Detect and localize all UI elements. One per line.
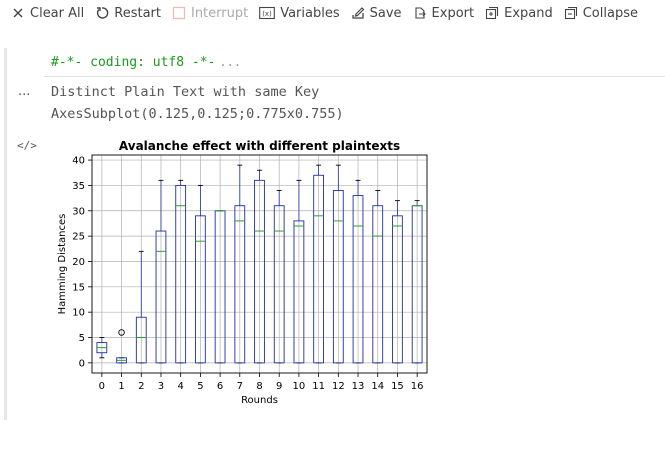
box-8 <box>254 179 265 364</box>
box-2 <box>135 316 147 364</box>
box-14 <box>372 205 384 364</box>
output-prompt[interactable]: ... <box>18 84 31 99</box>
y-tick-label: 5 <box>79 333 85 344</box>
export-button[interactable]: Export <box>413 5 475 21</box>
save-icon <box>351 6 365 20</box>
x-tick-label: 11 <box>312 381 325 392</box>
code-text: #-*- coding: utf8 -*- <box>51 55 216 70</box>
restart-label: Restart <box>114 5 161 21</box>
box-9 <box>273 205 285 364</box>
y-tick-label: 20 <box>72 257 85 268</box>
clear-all-button[interactable]: Clear All <box>11 6 84 21</box>
x-tick-label: 14 <box>371 381 384 392</box>
cell-selection-bar[interactable] <box>4 48 7 420</box>
stop-icon <box>172 6 186 20</box>
y-tick-label: 30 <box>72 206 85 217</box>
x-tick-label: 5 <box>197 381 203 392</box>
svg-text:(x): (x) <box>262 10 272 18</box>
x-tick-label: 4 <box>177 381 183 392</box>
expand-label: Expand <box>504 5 553 21</box>
collapse-button[interactable]: Collapse <box>564 6 638 21</box>
y-tick-label: 35 <box>72 181 85 192</box>
variables-button[interactable]: (x) Variables <box>259 5 340 21</box>
expand-icon <box>485 6 499 20</box>
x-tick-label: 1 <box>118 381 124 392</box>
notebook-toolbar: Clear All Restart Interrupt (x) Variable… <box>0 0 665 26</box>
box-15 <box>392 215 403 364</box>
x-tick-label: 15 <box>391 381 404 392</box>
x-tick-label: 6 <box>217 381 223 392</box>
interrupt-button[interactable]: Interrupt <box>172 6 248 21</box>
code-more[interactable]: ... <box>219 55 242 69</box>
box-10 <box>293 220 305 364</box>
x-tick-label: 3 <box>158 381 164 392</box>
cell-separator <box>44 76 665 77</box>
x-tick-label: 13 <box>352 381 365 392</box>
clear-all-label: Clear All <box>30 5 85 21</box>
x-tick-label: 8 <box>256 381 262 392</box>
x-tick-label: 0 <box>99 381 105 392</box>
close-icon <box>11 6 25 20</box>
export-label: Export <box>431 5 475 21</box>
x-tick-label: 12 <box>332 381 345 392</box>
y-tick-label: 25 <box>72 232 85 243</box>
variables-icon: (x) <box>259 6 276 20</box>
y-tick-label: 10 <box>72 308 85 319</box>
collapse-label: Collapse <box>582 5 638 21</box>
variables-label: Variables <box>280 5 340 21</box>
box-3 <box>155 230 167 364</box>
outlier-point <box>118 329 125 336</box>
code-cell-input[interactable]: #-*- coding: utf8 -*-... <box>51 55 241 70</box>
output-line-2: AxesSubplot(0.125,0.125;0.775x0.755) <box>51 106 344 122</box>
collapse-icon <box>564 6 578 20</box>
box-12 <box>332 190 344 364</box>
export-icon <box>413 6 427 20</box>
x-tick-label: 2 <box>138 381 144 392</box>
code-toggle-icon[interactable]: </> <box>17 139 37 152</box>
box-11 <box>313 174 324 364</box>
y-axis-label: Hamming Distances <box>57 214 68 315</box>
expand-button[interactable]: Expand <box>485 6 553 21</box>
box-4 <box>175 184 187 364</box>
interrupt-label: Interrupt <box>190 5 249 21</box>
restart-button[interactable]: Restart <box>95 6 161 21</box>
x-tick-label: 9 <box>276 381 282 392</box>
y-tick-label: 40 <box>72 156 85 167</box>
save-label: Save <box>369 5 402 21</box>
x-axis-label: Rounds <box>241 395 278 406</box>
restart-icon <box>95 6 109 20</box>
box-7 <box>234 205 246 364</box>
chart-title: Avalanche effect with different plaintex… <box>119 139 400 153</box>
y-tick-label: 0 <box>79 358 85 369</box>
save-button[interactable]: Save <box>351 6 402 21</box>
x-tick-label: 16 <box>411 381 424 392</box>
box-5 <box>195 215 206 364</box>
y-tick-label: 15 <box>72 282 85 293</box>
x-tick-label: 10 <box>293 381 306 392</box>
x-tick-label: 7 <box>237 381 243 392</box>
box-13 <box>352 195 364 364</box>
output-line-1: Distinct Plain Text with same Key <box>51 84 320 100</box>
